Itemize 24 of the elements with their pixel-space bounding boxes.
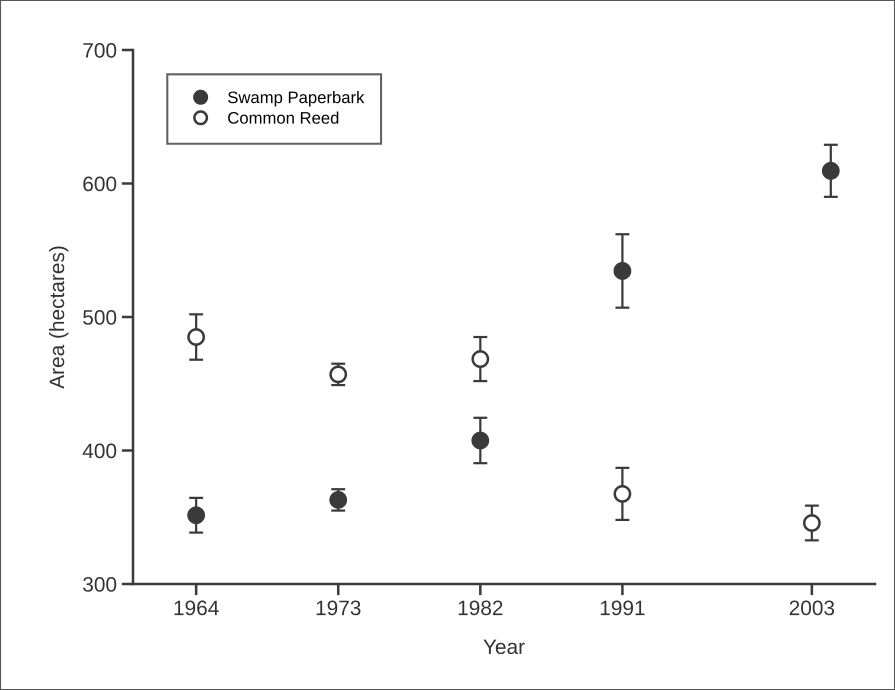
x-tick-label: 2003 [790,600,834,616]
point [471,432,490,450]
x-tick-label: 1991 [600,600,645,616]
point [822,162,840,180]
legend-label: Swamp Paperbark [228,91,364,107]
y-tick-label: 500 [83,310,116,325]
x-axis-title: Year [483,640,525,654]
point [614,485,632,503]
point [802,514,821,532]
point [187,328,206,346]
x-tick-label: 1964 [174,600,219,616]
point [329,366,348,384]
point [471,350,490,368]
y-tick-label: 600 [83,176,116,192]
point [614,262,632,280]
point [329,491,348,509]
point [187,506,206,524]
y-tick-label: 700 [83,43,116,58]
y-axis-title: Area (hectares) [48,246,68,389]
legend-label: Common Reed [228,112,338,124]
y-tick-label: 400 [82,444,116,458]
x-tick-label: 1973 [316,600,360,616]
y-tick-label: 300 [83,577,116,592]
x-tick-label: 1982 [458,600,502,616]
